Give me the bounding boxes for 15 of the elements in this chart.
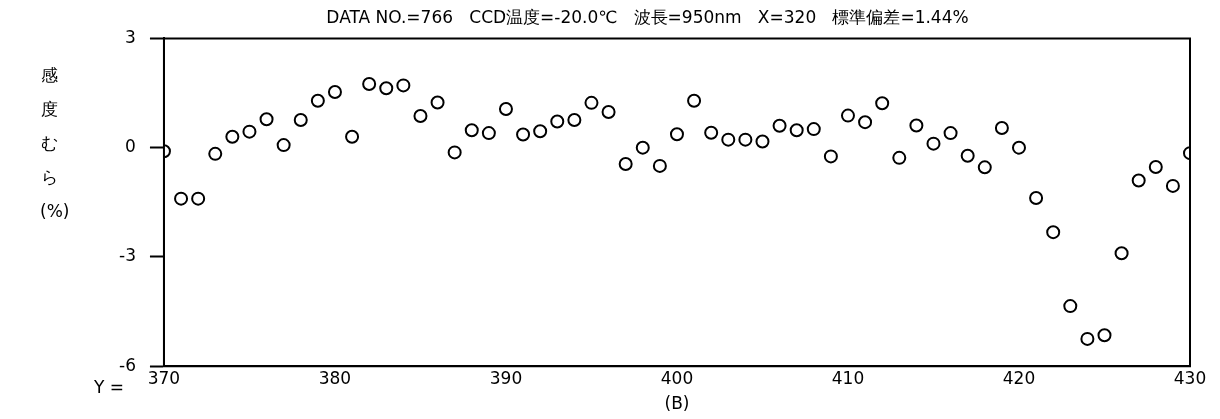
x-axis-title: (B) [664,393,690,414]
x-tick-label: 400 [660,367,694,388]
y-tick-label: 3 [125,26,136,47]
x-tick-label: 380 [318,367,352,388]
x-tick-label: 420 [1002,367,1036,388]
y-axis-title: 感度むら(%) [40,64,70,223]
chart-title: DATA NO.=766 CCD温度=-20.0℃ 波長=950nm X=320 標準偏差=1.44% [326,6,969,27]
y-tick-label: -6 [119,354,136,375]
text: Y = [92,376,124,397]
x-tick-label: 370 [147,367,181,388]
x-tick-label: 410 [831,367,865,388]
x-tick-label: 390 [489,367,523,388]
y-tick-label: -3 [119,245,136,266]
x-tick-label: 430 [1173,367,1207,388]
y-tick-label: 0 [125,136,136,157]
